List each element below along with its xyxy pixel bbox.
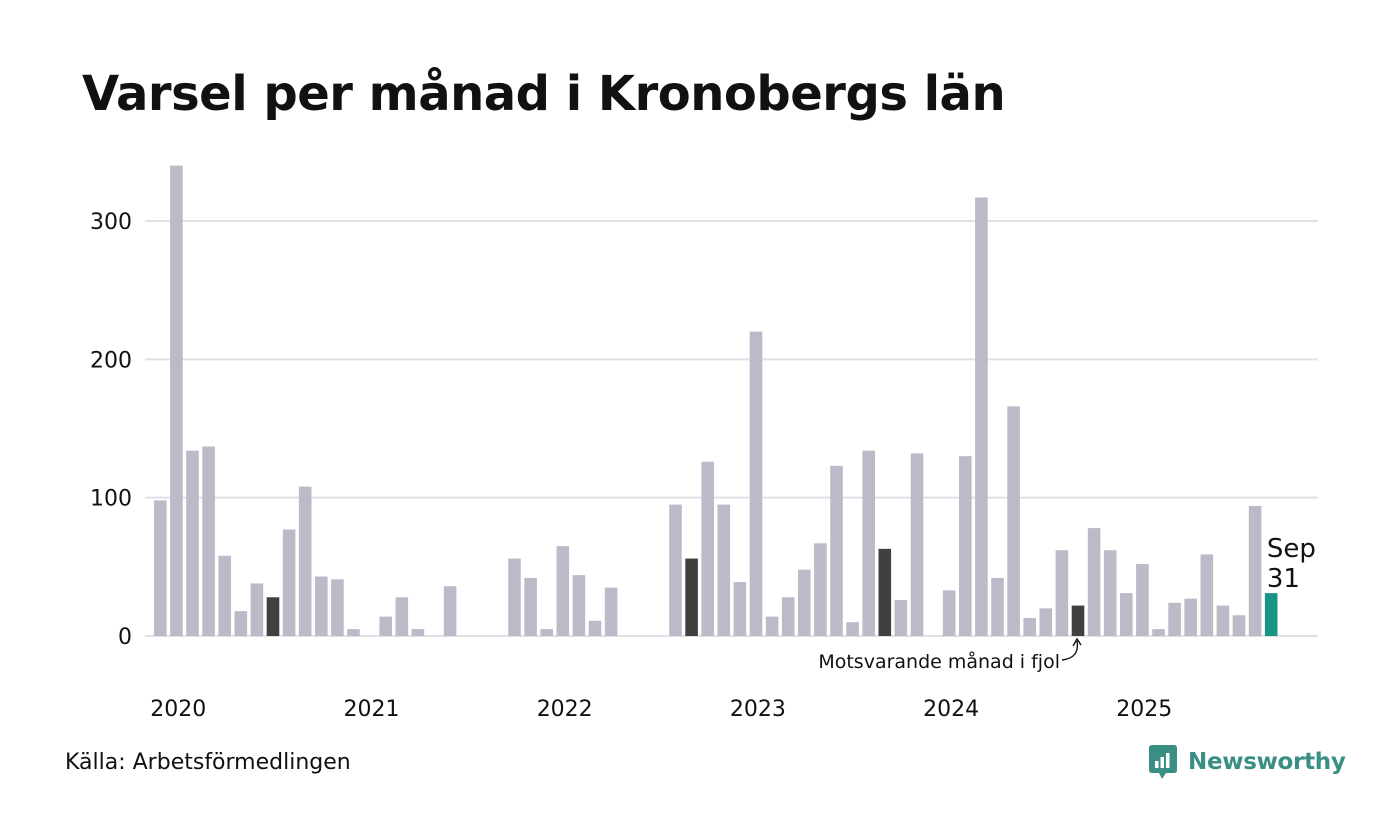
bar-2 (186, 450, 199, 636)
bar-10 (315, 576, 328, 636)
y-tick-label: 0 (118, 625, 132, 650)
bar-54 (1023, 618, 1036, 636)
bar-57 (1071, 605, 1085, 636)
brand-name: Newsworthy (1188, 749, 1346, 775)
bar-64 (1184, 598, 1197, 636)
bar-58 (1087, 528, 1101, 636)
bar-39 (781, 597, 795, 636)
bars (154, 165, 1278, 636)
bar-1 (170, 165, 183, 636)
bar-24 (540, 629, 553, 636)
bar-47 (910, 453, 924, 636)
bar-7 (266, 597, 280, 636)
bar-69 (1264, 593, 1278, 636)
bar-63 (1168, 602, 1181, 636)
bar-50 (959, 456, 972, 636)
x-tick-label: 2025 (1116, 697, 1172, 722)
bar-35 (717, 504, 731, 636)
bar-60 (1120, 593, 1133, 636)
bar-62 (1152, 629, 1165, 636)
bar-65 (1200, 554, 1214, 636)
y-axis: 0 100 200 300 (90, 210, 132, 650)
y-tick-label: 200 (90, 348, 132, 373)
bar-40 (798, 569, 811, 636)
bar-41 (814, 543, 827, 636)
bar-43 (846, 622, 859, 636)
x-tick-label: 2022 (537, 697, 593, 722)
bar-59 (1103, 550, 1117, 636)
bar-67 (1232, 615, 1246, 636)
latest-value-label: 31 (1267, 564, 1300, 594)
bar-22 (508, 558, 521, 636)
bar-4 (218, 555, 231, 636)
annotation-arrow (1061, 640, 1079, 661)
bar-6 (250, 583, 264, 636)
bar-42 (830, 465, 843, 636)
bar-15 (395, 597, 409, 636)
x-tick-label: 2023 (730, 697, 786, 722)
bar-61 (1136, 564, 1149, 636)
bar-32 (669, 504, 682, 636)
bar-14 (379, 616, 392, 636)
chart-title: Varsel per månad i Kronobergs län (82, 66, 1006, 122)
source-note: Källa: Arbetsförmedlingen (65, 750, 351, 775)
x-tick-label: 2020 (150, 697, 206, 722)
bar-18 (443, 586, 457, 636)
x-axis: 2020 2021 2022 2023 2024 2025 (150, 697, 1172, 722)
bar-36 (733, 582, 747, 636)
x-tick-label: 2021 (344, 697, 400, 722)
bar-25 (556, 546, 570, 636)
newsworthy-logo-icon (1149, 745, 1177, 779)
bar-38 (765, 616, 779, 636)
bar-56 (1055, 550, 1069, 636)
y-tick-label: 100 (90, 487, 132, 512)
latest-month-label: Sep (1267, 534, 1316, 564)
bar-16 (411, 629, 425, 636)
bar-51 (975, 197, 988, 636)
bar-9 (298, 486, 312, 636)
annotation-text: Motsvarande månad i fjol (818, 650, 1060, 673)
bar-37 (749, 331, 763, 636)
bar-52 (991, 577, 1004, 636)
bar-68 (1248, 505, 1262, 636)
bar-45 (878, 548, 892, 636)
bar-5 (234, 611, 248, 636)
bar-3 (202, 446, 215, 636)
bar-28 (604, 587, 618, 636)
annotation-arrowhead (1072, 637, 1082, 647)
bar-44 (862, 450, 875, 636)
bar-55 (1039, 608, 1053, 636)
bar-chart: 0 100 200 300 2020 2021 2022 2023 2024 2025 Sep3… (90, 165, 1318, 722)
bar-46 (894, 600, 908, 636)
bar-0 (154, 500, 167, 636)
bar-26 (572, 575, 586, 636)
bar-8 (282, 529, 296, 636)
bar-12 (347, 629, 360, 636)
bar-23 (524, 577, 537, 636)
bar-27 (588, 620, 602, 636)
bar-34 (701, 461, 714, 636)
bar-66 (1216, 605, 1230, 636)
y-tick-label: 300 (90, 210, 132, 235)
bar-49 (942, 590, 956, 636)
bar-33 (685, 558, 698, 636)
bar-11 (331, 579, 344, 636)
brand-logo: Newsworthy (1148, 744, 1346, 780)
x-tick-label: 2024 (923, 697, 979, 722)
bar-53 (1007, 406, 1020, 636)
